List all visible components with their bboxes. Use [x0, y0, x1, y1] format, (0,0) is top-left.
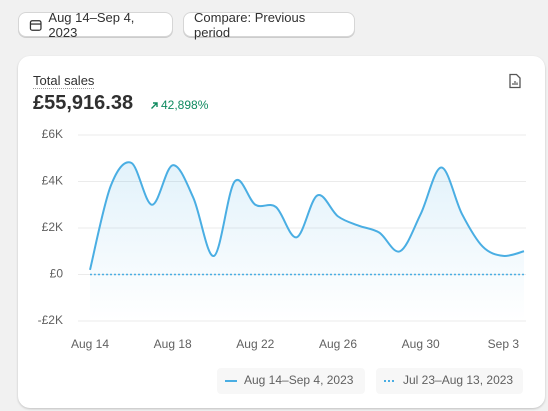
- x-tick-label: Aug 14: [71, 337, 109, 351]
- x-tick-label: Aug 30: [402, 337, 440, 351]
- x-tick-label: Aug 18: [154, 337, 192, 351]
- y-tick-label: £6K: [42, 127, 63, 141]
- x-tick-label: Aug 26: [319, 337, 357, 351]
- compare-button[interactable]: Compare: Previous period: [183, 9, 355, 40]
- calendar-icon: [29, 19, 42, 31]
- up-arrow-icon: [151, 101, 158, 109]
- x-tick-label: Aug 22: [236, 337, 274, 351]
- legend-box[interactable]: [376, 368, 523, 394]
- metric-change: 42,898%: [150, 98, 208, 112]
- y-tick-label: £4K: [42, 174, 63, 188]
- change-value: 42,898%: [161, 98, 209, 112]
- y-tick-label: £0: [50, 267, 64, 281]
- date-range-button[interactable]: Aug 14–Sep 4, 2023: [18, 9, 173, 40]
- legend-label: Aug 14–Sep 4, 2023: [244, 373, 354, 387]
- line: [89, 161, 525, 271]
- compare-label: Compare: Previous period: [194, 9, 306, 40]
- legend-label: Jul 23–Aug 13, 2023: [403, 373, 513, 387]
- y-tick-label: -£2K: [38, 313, 63, 327]
- legend-box[interactable]: [217, 368, 365, 394]
- metric-total: £55,916.38: [33, 92, 134, 114]
- y-tick-label: £2K: [42, 220, 63, 234]
- date-range: Aug 14–Sep 4, 2023: [48, 9, 135, 40]
- metric-title[interactable]: Total sales: [33, 73, 95, 89]
- x-tick-label: Sep 3: [488, 337, 520, 351]
- export-icon[interactable]: [508, 73, 522, 89]
- area: [90, 162, 524, 321]
